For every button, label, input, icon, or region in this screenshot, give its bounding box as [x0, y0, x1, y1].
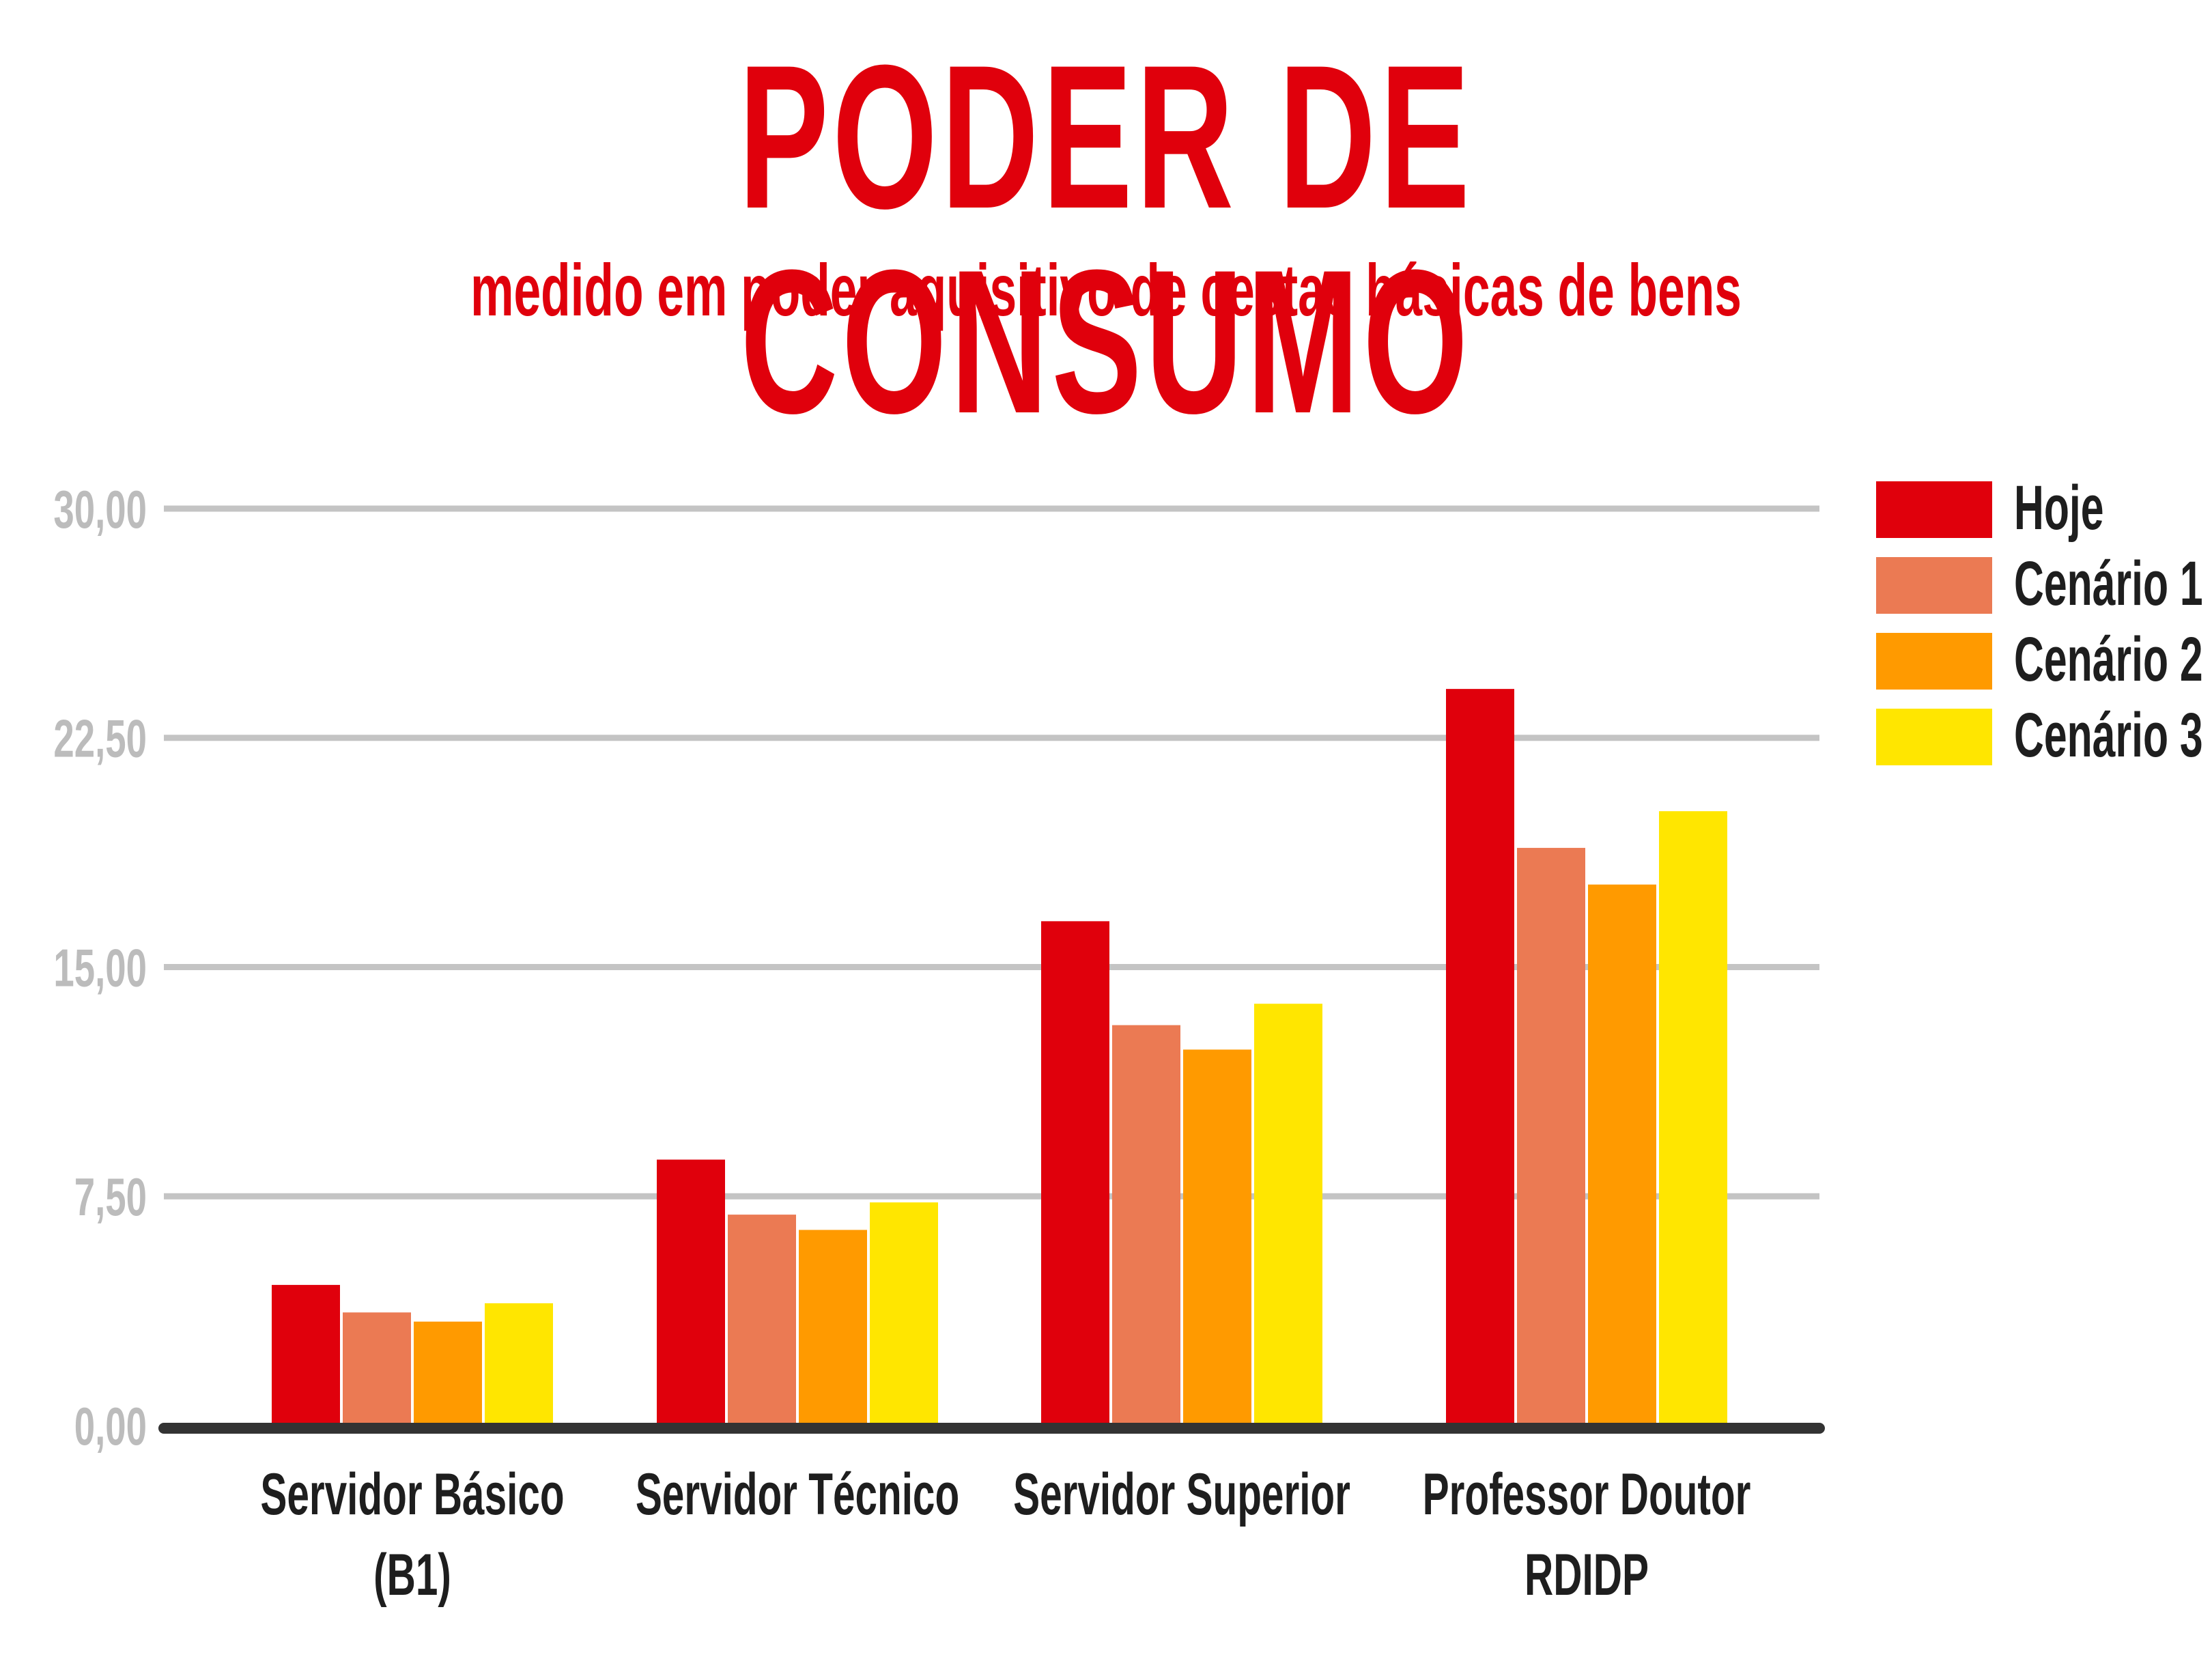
chart-subtitle: medido em poder aquisitivo de cestas bás… — [470, 249, 1742, 331]
bar — [1446, 689, 1514, 1426]
y-tick-label: 0,00 — [74, 1397, 147, 1456]
x-category-label: Servidor Básico — [260, 1461, 564, 1527]
bars — [272, 689, 1727, 1426]
bar — [414, 1321, 482, 1426]
legend-label: Cenário 2 — [2014, 623, 2203, 694]
bar — [799, 1230, 867, 1426]
x-category-label: Professor Doutor — [1423, 1461, 1751, 1527]
y-tick-label: 7,50 — [74, 1168, 147, 1228]
bar — [870, 1202, 938, 1426]
legend-label: Cenário 1 — [2014, 548, 2203, 619]
chart-title: PODER DE CONSUMO — [738, 22, 1474, 456]
legend-swatch — [1876, 709, 1992, 765]
y-tick-label: 15,00 — [53, 939, 147, 998]
bar — [1517, 847, 1585, 1426]
bar — [1112, 1025, 1180, 1426]
legend-swatch — [1876, 557, 1992, 614]
bar — [485, 1303, 553, 1426]
legend-label: Cenário 3 — [2014, 699, 2203, 770]
y-tick-label: 22,50 — [53, 709, 147, 769]
x-category-label: Servidor Técnico — [636, 1461, 959, 1527]
bar — [1588, 884, 1656, 1426]
x-axis-categories: Servidor Básico (B1) Servidor Técnico Servi… — [260, 1461, 1750, 1608]
bar — [728, 1215, 796, 1426]
legend-swatch — [1876, 633, 1992, 690]
bar — [343, 1312, 411, 1426]
legend-label: Hoje — [2014, 472, 2104, 543]
x-category-label: (B1) — [373, 1542, 451, 1608]
bar — [1183, 1049, 1251, 1426]
x-category-label: RDIDP — [1525, 1542, 1649, 1608]
y-axis-ticks: 0,00 7,50 15,00 22,50 30,00 — [53, 480, 147, 1456]
bar — [1041, 921, 1109, 1426]
y-tick-label: 30,00 — [53, 480, 147, 539]
x-category-label: Servidor Superior — [1013, 1461, 1350, 1527]
legend-swatch — [1876, 481, 1992, 538]
bar — [1254, 1004, 1322, 1426]
bar — [1659, 811, 1727, 1426]
bar — [657, 1159, 725, 1426]
bar — [272, 1285, 340, 1426]
